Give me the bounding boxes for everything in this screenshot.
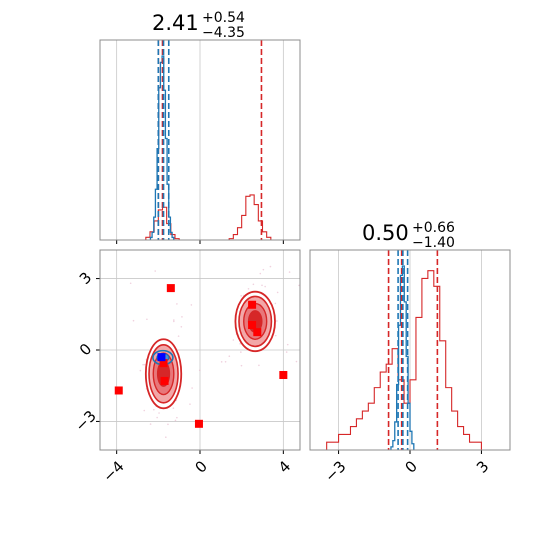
blue-point-0: [157, 353, 166, 362]
red-point-5: [279, 371, 288, 379]
sample-dot-0-60: [189, 403, 191, 405]
hist2d-frame: [99, 249, 301, 451]
x-tick-label-param-2-1: 0: [402, 457, 421, 476]
sample-dot-0-34: [181, 316, 183, 318]
red-point-7: [160, 376, 169, 385]
sample-dot-0-62: [154, 270, 156, 272]
sample-dot-0-26: [198, 369, 201, 372]
sample-dot-0-19: [153, 408, 155, 411]
sample-dot-1-23: [262, 268, 265, 271]
sample-dot-0-15: [139, 369, 142, 372]
hist-2-red-series: [326, 270, 482, 450]
x-tick-label-param-2-0: −3: [321, 457, 349, 485]
hist-1-red-series: [145, 194, 272, 240]
sample-dot-0-14: [158, 412, 160, 414]
x-tick-label-param-1-0: −4: [99, 457, 127, 485]
red-point-8: [159, 359, 168, 368]
red-point-6: [194, 419, 203, 428]
sample-dot-1-42: [247, 287, 250, 290]
title-param-1-value: 2.41: [152, 11, 199, 35]
sample-dot-0-63: [180, 325, 183, 328]
hist-1-frame: [99, 39, 301, 241]
sample-dot-1-56: [264, 285, 266, 288]
title-param-2-minus: −1.40: [412, 235, 455, 251]
sample-dot-1-38: [274, 302, 277, 305]
sample-dot-0-58: [173, 319, 175, 321]
sample-dot-1-40: [276, 320, 278, 322]
panel-2d-param-1-param-2: [96, 249, 301, 454]
sample-dot-1-58: [240, 295, 242, 297]
sample-dot-0-38: [156, 416, 158, 419]
sample-dot-1-28: [295, 360, 298, 363]
red-point-4: [114, 386, 123, 395]
title-param-1: 2.41 +0.54 −4.35: [152, 10, 245, 41]
sample-dot-1-60: [228, 355, 231, 358]
sample-dot-1-55: [232, 339, 235, 341]
sample-dot-0-0: [224, 361, 227, 363]
sample-dot-0-31: [191, 387, 193, 389]
red-point-3: [253, 328, 262, 337]
red-point-1: [248, 300, 257, 309]
y-tick-labels-param-2: −3 0 3: [71, 268, 99, 435]
x-tick-labels-param-2: −3 0 3: [321, 457, 492, 485]
x-tick-label-param-1-2: 4: [275, 457, 294, 476]
sample-dot-0-5: [165, 436, 167, 439]
title-param-2: 0.50 +0.66 −1.40: [362, 220, 455, 251]
title-param-2-plus: +0.66: [412, 220, 455, 236]
title-param-1-minus: −4.35: [202, 25, 245, 41]
sample-dot-1-34: [269, 265, 272, 268]
title-param-2-value: 0.50: [362, 221, 409, 245]
sample-dot-1-50: [258, 364, 260, 367]
sample-dot-1-26: [285, 351, 288, 353]
sample-dot-0-69: [142, 363, 144, 366]
sample-dot-1-16: [220, 361, 223, 363]
y-tick-label-param-2-1: 0: [76, 340, 95, 359]
sample-dot-1-68: [240, 364, 243, 367]
sample-dot-1-48: [259, 272, 262, 275]
sample-dot-1-61: [274, 334, 277, 337]
sample-dot-0-52: [173, 320, 175, 323]
sample-dot-0-30: [176, 303, 178, 305]
sample-dot-0-23: [146, 318, 148, 321]
sample-dot-1-8: [261, 284, 263, 287]
sample-dot-0-43: [172, 407, 175, 409]
sample-dot-0-55: [149, 423, 152, 425]
sample-dot-1-11: [252, 283, 255, 286]
hist-2-frame: [309, 249, 511, 451]
x-tick-labels-param-1: −4 0 4: [99, 457, 294, 485]
sample-dot-0-32: [167, 423, 169, 426]
sample-dot-1-0: [276, 291, 279, 294]
sample-dot-1-59: [286, 343, 289, 346]
y-tick-label-param-2-0: −3: [71, 407, 99, 435]
sample-dot-1-9: [298, 284, 300, 287]
sample-dot-0-29: [129, 282, 132, 285]
x-tick-label-param-1-1: 0: [192, 457, 211, 476]
sample-dot-0-54: [177, 335, 180, 337]
sample-dot-1-33: [239, 343, 241, 345]
sample-dot-1-35: [240, 351, 242, 353]
x-tick-label-param-2-2: 3: [473, 457, 492, 476]
red-point-0: [166, 284, 175, 293]
red-point-2: [248, 321, 257, 329]
y-tick-label-param-2-2: 3: [76, 268, 95, 287]
sample-dot-0-59: [176, 416, 178, 419]
sample-dot-1-36: [288, 271, 291, 273]
sample-dot-0-47: [174, 419, 177, 422]
title-param-1-plus: +0.54: [202, 10, 245, 26]
panel-hist-param-2: [309, 249, 511, 454]
sample-dot-0-21: [132, 319, 135, 322]
sample-dot-0-57: [143, 363, 146, 366]
sample-dot-0-53: [190, 304, 193, 306]
panel-hist-param-1: [99, 39, 301, 244]
sample-dot-0-66: [143, 409, 146, 412]
